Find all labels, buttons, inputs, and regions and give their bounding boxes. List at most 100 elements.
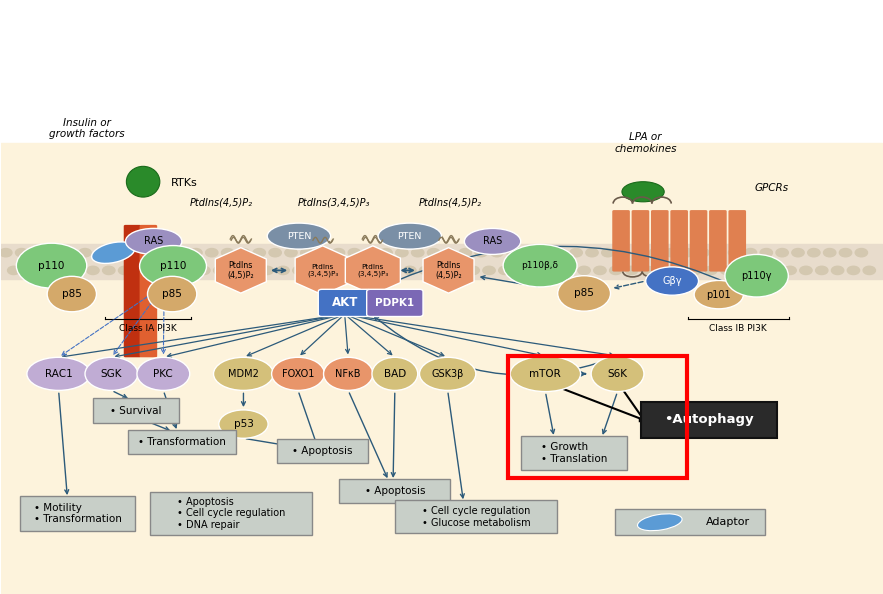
Text: p101: p101 — [706, 290, 731, 299]
FancyBboxPatch shape — [631, 210, 649, 271]
Ellipse shape — [638, 514, 682, 530]
Ellipse shape — [47, 276, 96, 312]
Text: PTEN: PTEN — [397, 232, 422, 241]
Circle shape — [230, 266, 242, 274]
Circle shape — [625, 266, 638, 274]
Ellipse shape — [17, 243, 87, 288]
FancyBboxPatch shape — [140, 225, 157, 358]
Polygon shape — [215, 248, 267, 293]
Text: LPA or
chemokines: LPA or chemokines — [615, 132, 677, 154]
Circle shape — [94, 248, 107, 257]
Circle shape — [364, 248, 376, 257]
Text: PtdIns(4,5)P₂: PtdIns(4,5)P₂ — [419, 197, 482, 207]
Circle shape — [601, 248, 614, 257]
FancyBboxPatch shape — [395, 500, 557, 533]
Text: • Cell cycle regulation
• Glucose metabolism: • Cell cycle regulation • Glucose metabo… — [421, 506, 530, 527]
Text: • Motility
• Transformation: • Motility • Transformation — [34, 503, 122, 524]
Circle shape — [555, 248, 567, 257]
Circle shape — [451, 266, 464, 274]
Circle shape — [832, 266, 844, 274]
Ellipse shape — [137, 358, 190, 390]
Circle shape — [499, 266, 511, 274]
Ellipse shape — [645, 267, 698, 295]
FancyBboxPatch shape — [615, 509, 766, 535]
Circle shape — [507, 248, 519, 257]
Circle shape — [744, 248, 757, 257]
Polygon shape — [295, 246, 351, 295]
Ellipse shape — [372, 358, 418, 390]
Circle shape — [792, 248, 804, 257]
Text: RTKs: RTKs — [170, 178, 197, 188]
Circle shape — [681, 248, 693, 257]
Circle shape — [570, 248, 582, 257]
Circle shape — [214, 266, 226, 274]
Circle shape — [475, 248, 487, 257]
Circle shape — [657, 266, 669, 274]
Circle shape — [31, 248, 43, 257]
Circle shape — [435, 266, 448, 274]
Text: • Transformation: • Transformation — [138, 437, 226, 447]
Circle shape — [427, 248, 440, 257]
Circle shape — [459, 248, 472, 257]
Text: RAC1: RAC1 — [45, 369, 72, 379]
Circle shape — [736, 266, 749, 274]
Text: • Apoptosis
• Cell cycle regulation
• DNA repair: • Apoptosis • Cell cycle regulation • DN… — [177, 497, 285, 530]
Ellipse shape — [126, 166, 160, 197]
Ellipse shape — [272, 358, 324, 390]
Text: • Growth
• Translation: • Growth • Translation — [540, 443, 608, 464]
Circle shape — [79, 248, 91, 257]
Text: • Survival: • Survival — [110, 406, 162, 416]
Circle shape — [848, 266, 860, 274]
Ellipse shape — [140, 245, 207, 287]
FancyBboxPatch shape — [641, 402, 777, 438]
Text: p85: p85 — [162, 289, 182, 299]
Circle shape — [285, 248, 298, 257]
Circle shape — [16, 248, 27, 257]
Ellipse shape — [622, 182, 664, 202]
Ellipse shape — [464, 229, 521, 254]
Circle shape — [728, 248, 741, 257]
Circle shape — [0, 248, 12, 257]
FancyBboxPatch shape — [728, 210, 746, 271]
Circle shape — [87, 266, 99, 274]
FancyBboxPatch shape — [150, 491, 312, 535]
Circle shape — [649, 248, 661, 257]
Text: p110β,δ: p110β,δ — [522, 261, 559, 270]
Text: GSK3β: GSK3β — [432, 369, 464, 379]
Ellipse shape — [503, 244, 577, 287]
Circle shape — [396, 248, 408, 257]
Text: PtdIns
(4,5)P₂: PtdIns (4,5)P₂ — [228, 261, 254, 280]
Circle shape — [269, 248, 282, 257]
Circle shape — [198, 266, 210, 274]
Text: Adaptor: Adaptor — [706, 517, 750, 527]
Text: • Apoptosis: • Apoptosis — [292, 446, 353, 456]
Circle shape — [784, 266, 796, 274]
Circle shape — [23, 266, 35, 274]
Text: p85: p85 — [574, 289, 594, 298]
Circle shape — [585, 248, 598, 257]
Ellipse shape — [26, 358, 90, 390]
Circle shape — [388, 266, 400, 274]
Circle shape — [47, 248, 59, 257]
Text: Class IB PI3K: Class IB PI3K — [709, 324, 767, 333]
Ellipse shape — [268, 223, 330, 249]
Circle shape — [324, 266, 336, 274]
Circle shape — [697, 248, 709, 257]
Ellipse shape — [85, 358, 138, 390]
FancyBboxPatch shape — [709, 210, 727, 271]
Ellipse shape — [125, 229, 182, 254]
Circle shape — [55, 266, 67, 274]
FancyBboxPatch shape — [521, 436, 627, 470]
FancyBboxPatch shape — [124, 225, 141, 358]
Circle shape — [158, 248, 170, 257]
Ellipse shape — [558, 276, 610, 311]
Polygon shape — [423, 248, 474, 293]
Circle shape — [71, 266, 83, 274]
Circle shape — [713, 248, 725, 257]
Circle shape — [491, 248, 503, 257]
Circle shape — [372, 266, 384, 274]
Text: p110: p110 — [38, 261, 64, 271]
Circle shape — [633, 248, 645, 257]
Text: PtdIns(4,5)P₂: PtdIns(4,5)P₂ — [190, 197, 253, 207]
Circle shape — [102, 266, 115, 274]
